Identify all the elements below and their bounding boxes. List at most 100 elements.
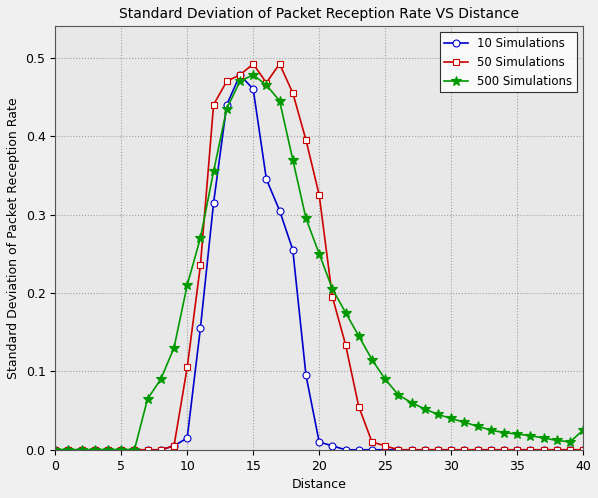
50 Simulations [276,61,283,67]
50 Simulations [382,443,389,449]
50 Simulations [144,447,151,453]
500 Simulations [223,106,230,112]
10 Simulations [131,447,138,453]
50 Simulations [355,404,362,410]
50 Simulations [303,137,310,143]
50 Simulations [210,102,217,108]
10 Simulations [553,447,560,453]
50 Simulations [514,447,521,453]
50 Simulations [51,447,59,453]
50 Simulations [447,447,454,453]
50 Simulations [131,447,138,453]
500 Simulations [131,447,138,453]
Line: 500 Simulations: 500 Simulations [50,70,588,455]
50 Simulations [540,447,547,453]
10 Simulations [434,447,441,453]
10 Simulations [355,447,362,453]
10 Simulations [276,208,283,214]
500 Simulations [105,447,112,453]
500 Simulations [289,156,297,162]
500 Simulations [263,82,270,88]
10 Simulations [289,247,297,253]
10 Simulations [51,447,59,453]
10 Simulations [527,447,534,453]
10 Simulations [91,447,99,453]
50 Simulations [289,90,297,96]
500 Simulations [553,437,560,443]
500 Simulations [434,411,441,417]
500 Simulations [197,235,204,241]
50 Simulations [105,447,112,453]
10 Simulations [157,447,164,453]
10 Simulations [223,102,230,108]
500 Simulations [355,333,362,339]
10 Simulations [368,447,376,453]
10 Simulations [263,176,270,182]
50 Simulations [487,447,495,453]
50 Simulations [434,447,441,453]
500 Simulations [249,72,257,78]
50 Simulations [460,447,468,453]
500 Simulations [210,168,217,174]
50 Simulations [184,365,191,371]
50 Simulations [236,72,243,78]
50 Simulations [249,61,257,67]
50 Simulations [501,447,508,453]
10 Simulations [118,447,125,453]
50 Simulations [197,262,204,268]
500 Simulations [487,427,495,433]
500 Simulations [501,430,508,436]
50 Simulations [78,447,85,453]
50 Simulations [263,80,270,86]
50 Simulations [474,447,481,453]
50 Simulations [223,78,230,84]
10 Simulations [303,373,310,378]
10 Simulations [487,447,495,453]
500 Simulations [566,439,573,445]
10 Simulations [236,72,243,78]
Line: 50 Simulations: 50 Simulations [52,60,587,453]
10 Simulations [316,439,323,445]
10 Simulations [540,447,547,453]
50 Simulations [566,447,573,453]
500 Simulations [170,345,178,351]
10 Simulations [514,447,521,453]
500 Simulations [447,415,454,421]
10 Simulations [105,447,112,453]
500 Simulations [303,216,310,222]
10 Simulations [460,447,468,453]
10 Simulations [474,447,481,453]
Y-axis label: Standard Deviation of Packet Reception Rate: Standard Deviation of Packet Reception R… [7,97,20,379]
50 Simulations [368,439,376,445]
500 Simulations [514,431,521,437]
10 Simulations [184,435,191,441]
500 Simulations [579,427,587,433]
500 Simulations [395,392,402,398]
500 Simulations [342,310,349,316]
50 Simulations [553,447,560,453]
50 Simulations [395,447,402,453]
50 Simulations [579,447,587,453]
50 Simulations [316,192,323,198]
500 Simulations [144,396,151,402]
50 Simulations [118,447,125,453]
50 Simulations [170,443,178,449]
10 Simulations [144,447,151,453]
500 Simulations [78,447,85,453]
10 Simulations [447,447,454,453]
10 Simulations [65,447,72,453]
500 Simulations [460,419,468,425]
Line: 10 Simulations: 10 Simulations [52,71,587,453]
500 Simulations [540,435,547,441]
X-axis label: Distance: Distance [292,478,347,491]
10 Simulations [249,86,257,92]
50 Simulations [65,447,72,453]
500 Simulations [329,286,336,292]
50 Simulations [421,447,428,453]
10 Simulations [382,447,389,453]
500 Simulations [236,78,243,84]
500 Simulations [51,447,59,453]
10 Simulations [210,200,217,206]
500 Simulations [408,400,415,406]
10 Simulations [342,447,349,453]
